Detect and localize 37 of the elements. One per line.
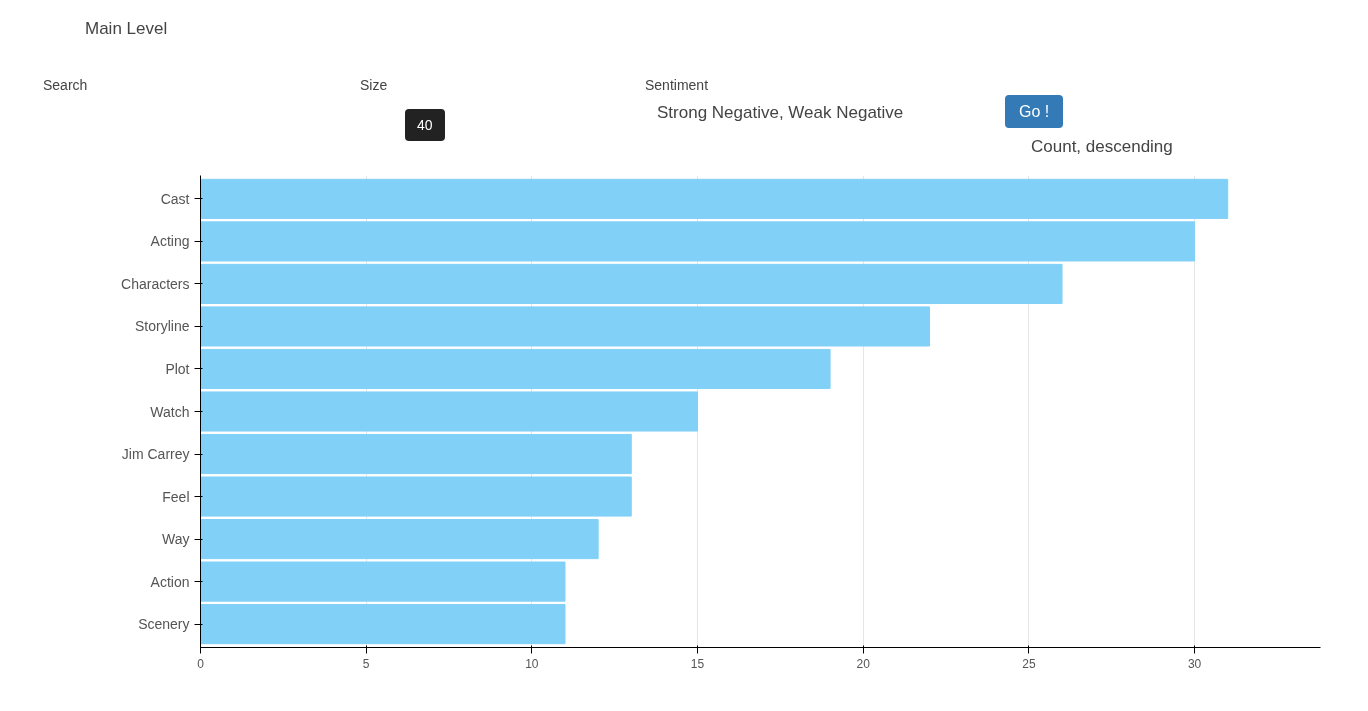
y-tick-label: Cast — [160, 190, 190, 207]
bar — [200, 561, 566, 602]
text: 40 — [405, 109, 445, 141]
text: Size — [360, 77, 388, 93]
bar — [200, 221, 1196, 262]
y-tick-label: Jim Carrey — [121, 446, 190, 463]
x-tick-label: 30 — [1187, 656, 1202, 671]
bar — [200, 519, 599, 560]
y-tick-label: Scenery — [138, 616, 190, 633]
x-tick-label: 15 — [690, 656, 705, 671]
bar — [200, 433, 632, 475]
y-tick-label: Watch — [150, 403, 190, 420]
bar — [200, 263, 1063, 304]
y-tick-label: Way — [162, 531, 190, 548]
y-tick-label: Acting — [150, 233, 190, 250]
bar — [200, 604, 566, 645]
y-tick-label: Storyline — [135, 318, 190, 335]
text: Main Level — [85, 19, 168, 38]
text: Search — [43, 77, 88, 93]
x-tick-label: 10 — [525, 656, 539, 671]
x-tick-label: 0 — [197, 656, 205, 671]
y-tick-label: Action — [150, 573, 190, 590]
y-tick-label: Feel — [162, 488, 190, 505]
text: Go ! — [1005, 95, 1064, 128]
bar — [200, 391, 699, 432]
x-tick-label: 5 — [362, 656, 370, 671]
text: Strong Negative, Weak Negative — [657, 103, 904, 122]
x-tick-label: 25 — [1022, 656, 1036, 671]
bar — [200, 178, 1229, 219]
bar — [200, 306, 930, 347]
bar — [200, 476, 632, 517]
bar — [200, 348, 831, 390]
text: Count, descending — [1031, 137, 1173, 156]
y-tick-label: Characters — [121, 275, 190, 292]
text: Sentiment — [645, 77, 709, 93]
x-tick-label: 20 — [856, 656, 871, 671]
y-tick-label: Plot — [165, 360, 190, 377]
